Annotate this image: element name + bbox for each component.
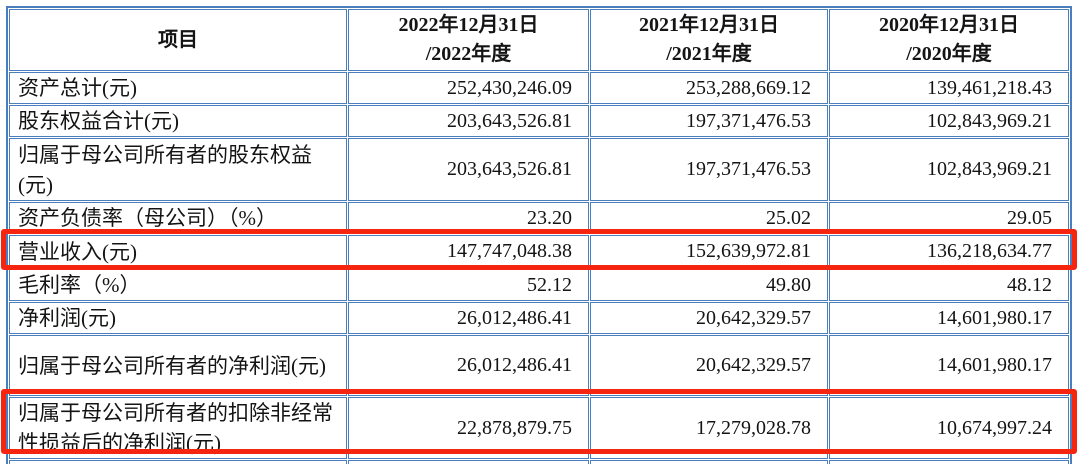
table-row-gross-margin: 毛利率（%） 52.12 49.80 48.12: [9, 269, 1069, 301]
cell-value: 203,643,526.81: [348, 105, 589, 137]
row-label: [9, 460, 347, 464]
period-line2: /2022年度: [425, 43, 512, 65]
cell-value: 147,747,048.38: [348, 235, 589, 268]
financial-table: 项目 2022年12月31日 /2022年度 2021年12月31日 /2021…: [6, 6, 1072, 464]
column-header-period-2021: 2021年12月31日 /2021年度: [590, 9, 828, 71]
cell-value: 25.02: [590, 202, 828, 234]
column-header-period-2022: 2022年12月31日 /2022年度: [348, 9, 589, 71]
row-label: 净利润(元): [9, 302, 347, 334]
cell-value: 26,012,486.41: [348, 335, 589, 396]
table-row-partial: [9, 460, 1069, 464]
cell-value: [590, 460, 828, 464]
row-label: 归属于母公司所有者的股东权益(元): [9, 138, 347, 201]
cell-value: 253,288,669.12: [590, 72, 828, 104]
cell-value: 48.12: [829, 269, 1069, 301]
row-label: 股东权益合计(元): [9, 105, 347, 137]
row-label: 营业收入(元): [9, 235, 347, 268]
cell-value: 14,601,980.17: [829, 335, 1069, 396]
table-header-row: 项目 2022年12月31日 /2022年度 2021年12月31日 /2021…: [9, 9, 1069, 71]
cell-value: 23.20: [348, 202, 589, 234]
table-row-total-equity: 股东权益合计(元) 203,643,526.81 197,371,476.53 …: [9, 105, 1069, 137]
table-row-revenue: 营业收入(元) 147,747,048.38 152,639,972.81 13…: [9, 235, 1069, 268]
cell-value: 20,642,329.57: [590, 302, 828, 334]
cell-value: 10,674,997.24: [829, 397, 1069, 459]
cell-value: 203,643,526.81: [348, 138, 589, 201]
row-label: 资产负债率（母公司）（%）: [9, 202, 347, 234]
period-line1: 2022年12月31日: [398, 14, 539, 36]
cell-value: [348, 460, 589, 464]
cell-value: 22,878,879.75: [348, 397, 589, 459]
row-label: 资产总计(元): [9, 72, 347, 104]
period-line1: 2020年12月31日: [879, 14, 1019, 36]
table-row-deducted-net-profit: 归属于母公司所有者的扣除非经常性损益后的净利润(元) 22,878,879.75…: [9, 397, 1069, 459]
column-header-item: 项目: [9, 9, 347, 71]
cell-value: 197,371,476.53: [590, 138, 828, 201]
cell-value: 139,461,218.43: [829, 72, 1069, 104]
period-line2: /2020年度: [906, 43, 992, 65]
table-row-parent-net-profit: 归属于母公司所有者的净利润(元) 26,012,486.41 20,642,32…: [9, 335, 1069, 396]
table-row-total-assets: 资产总计(元) 252,430,246.09 253,288,669.12 13…: [9, 72, 1069, 104]
period-line1: 2021年12月31日: [639, 14, 779, 36]
cell-value: 197,371,476.53: [590, 105, 828, 137]
row-label: 归属于母公司所有者的扣除非经常性损益后的净利润(元): [9, 397, 347, 459]
cell-value: 20,642,329.57: [590, 335, 828, 396]
cell-value: 102,843,969.21: [829, 105, 1069, 137]
row-label: 归属于母公司所有者的净利润(元): [9, 335, 347, 396]
cell-value: 14,601,980.17: [829, 302, 1069, 334]
cell-value: [829, 460, 1069, 464]
table-row-parent-equity: 归属于母公司所有者的股东权益(元) 203,643,526.81 197,371…: [9, 138, 1069, 201]
period-line2: /2021年度: [666, 43, 752, 65]
table-row-net-profit: 净利润(元) 26,012,486.41 20,642,329.57 14,60…: [9, 302, 1069, 334]
cell-value: 102,843,969.21: [829, 138, 1069, 201]
cell-value: 152,639,972.81: [590, 235, 828, 268]
column-header-period-2020: 2020年12月31日 /2020年度: [829, 9, 1069, 71]
table-row-debt-ratio: 资产负债率（母公司）（%） 23.20 25.02 29.05: [9, 202, 1069, 234]
cell-value: 52.12: [348, 269, 589, 301]
cell-value: 29.05: [829, 202, 1069, 234]
cell-value: 17,279,028.78: [590, 397, 828, 459]
row-label: 毛利率（%）: [9, 269, 347, 301]
cell-value: 26,012,486.41: [348, 302, 589, 334]
cell-value: 136,218,634.77: [829, 235, 1069, 268]
cell-value: 252,430,246.09: [348, 72, 589, 104]
cell-value: 49.80: [590, 269, 828, 301]
